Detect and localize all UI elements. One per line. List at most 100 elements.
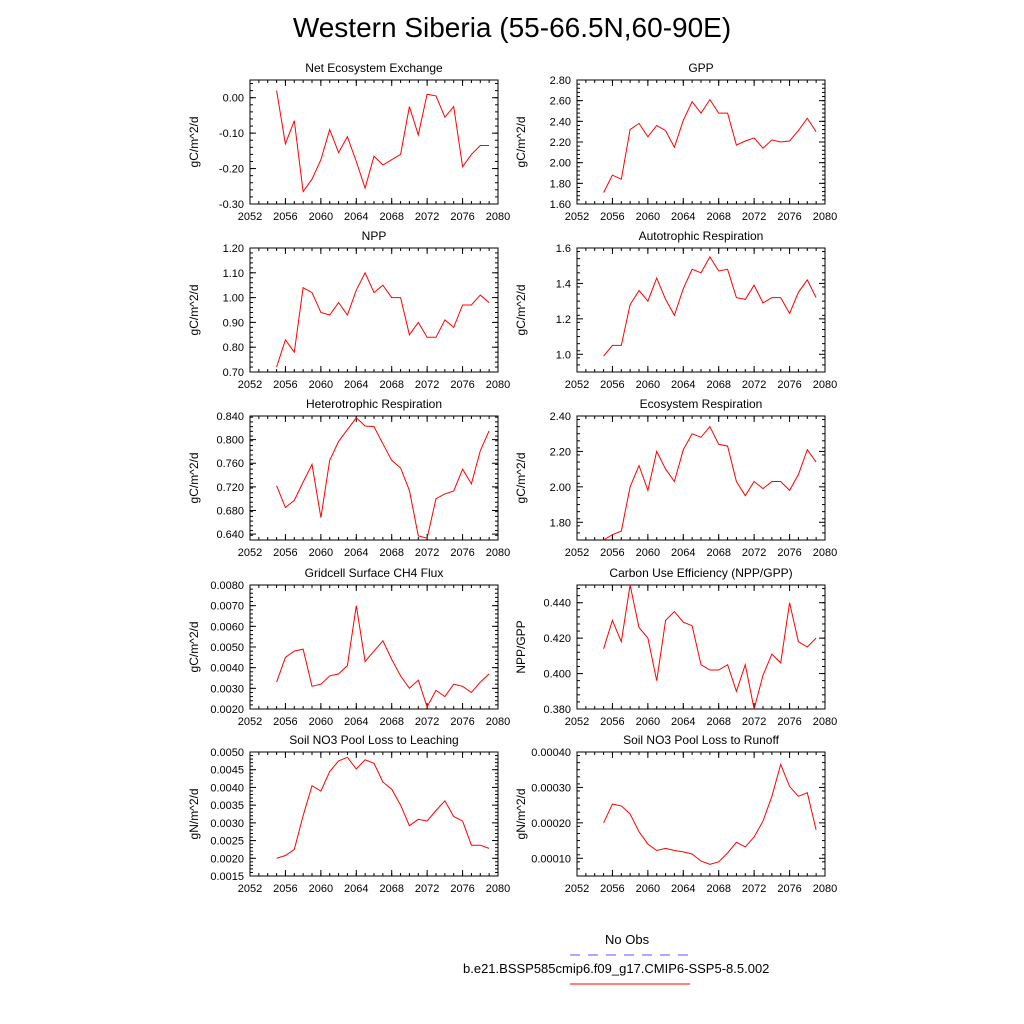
chart-panel-8: Carbon Use Efficiency (NPP/GPP) NPP/GPP 20… <box>514 566 837 728</box>
y-tick-label: 0.0040 <box>210 782 244 794</box>
y-tick-label: 0.00030 <box>531 782 571 794</box>
x-tick-label: 2064 <box>344 211 368 223</box>
x-tick-label: 2060 <box>309 716 333 728</box>
x-tick-label: 2064 <box>344 547 368 559</box>
chart-panel-1: Net Ecosystem Exchange gC/m^2/d 2052 2056 20… <box>187 61 510 223</box>
y-tick-label: 1.00 <box>223 293 244 305</box>
x-tick-label: 2072 <box>415 379 439 391</box>
y-tick-label: 0.90 <box>223 317 244 329</box>
x-tick-label: 2068 <box>706 716 730 728</box>
x-tick-label: 2080 <box>486 211 510 223</box>
x-tick-label: 2072 <box>742 883 766 895</box>
y-tick-label: 0.380 <box>543 704 571 716</box>
y-tick-label: 1.6 <box>556 243 571 255</box>
x-tick-label: 2052 <box>565 883 589 895</box>
data-line <box>603 98 817 193</box>
x-tick-label: 2072 <box>415 883 439 895</box>
chart-panel-10: Soil NO3 Pool Loss to Runoff gN/m^2/d 2052… <box>514 733 837 895</box>
x-tick-label: 2064 <box>344 716 368 728</box>
y-tick-label: -0.30 <box>219 199 244 211</box>
y-tick-label: 1.4 <box>556 278 571 290</box>
y-axis-label: gC/m^2/d <box>514 285 528 336</box>
y-axis-label: gC/m^2/d <box>187 453 201 504</box>
x-tick-label: 2076 <box>777 716 801 728</box>
chart-panel-4: Autotrophic Respiration gC/m^2/d 2052 2056 2… <box>514 229 837 391</box>
x-tick-label: 2056 <box>600 211 624 223</box>
plot-frame <box>249 415 499 541</box>
figure-title: Western Siberia (55-66.5N,60-90E) <box>292 12 732 43</box>
x-tick-label: 2080 <box>813 379 837 391</box>
x-tick-label: 2052 <box>565 211 589 223</box>
y-tick-label: 2.80 <box>550 75 571 87</box>
y-tick-label: 0.0050 <box>210 747 244 759</box>
x-tick-label: 2060 <box>309 379 333 391</box>
y-tick-label: 0.0045 <box>210 765 244 777</box>
x-tick-label: 2056 <box>273 547 297 559</box>
y-tick-label: 1.80 <box>550 178 571 190</box>
y-tick-label: 0.420 <box>543 633 571 645</box>
x-tick-label: 2056 <box>273 716 297 728</box>
x-tick-label: 2068 <box>379 379 403 391</box>
x-tick-label: 2052 <box>565 547 589 559</box>
x-tick-label: 2064 <box>344 379 368 391</box>
y-tick-label: 2.40 <box>550 411 571 423</box>
x-tick-label: 2080 <box>486 716 510 728</box>
chart-title: Heterotrophic Respiration <box>306 397 442 411</box>
y-tick-label: 0.640 <box>216 529 244 541</box>
plot-frame <box>249 751 499 877</box>
chart-panel-7: Gridcell Surface CH4 Flux gC/m^2/d 2052 205… <box>187 566 510 728</box>
x-tick-label: 2072 <box>415 716 439 728</box>
x-tick-label: 2056 <box>600 883 624 895</box>
x-tick-label: 2060 <box>636 211 660 223</box>
x-tick-label: 2068 <box>379 883 403 895</box>
y-tick-label: 0.440 <box>543 598 571 610</box>
x-tick-label: 2056 <box>273 379 297 391</box>
x-tick-label: 2052 <box>238 716 262 728</box>
x-tick-label: 2064 <box>671 211 695 223</box>
y-tick-label: 1.80 <box>550 517 571 529</box>
x-tick-label: 2076 <box>450 883 474 895</box>
y-tick-label: 0.0040 <box>210 663 244 675</box>
y-axis-label: gN/m^2/d <box>187 789 201 840</box>
x-tick-label: 2060 <box>636 883 660 895</box>
y-tick-label: 0.0015 <box>210 871 244 883</box>
x-tick-label: 2076 <box>450 211 474 223</box>
x-tick-label: 2072 <box>742 547 766 559</box>
y-tick-label: 1.10 <box>223 268 244 280</box>
y-tick-label: 0.00020 <box>531 818 571 830</box>
x-tick-label: 2076 <box>450 716 474 728</box>
y-axis-label: gC/m^2/d <box>187 285 201 336</box>
x-tick-label: 2076 <box>777 211 801 223</box>
x-tick-label: 2060 <box>309 211 333 223</box>
y-tick-label: -0.20 <box>219 164 244 176</box>
chart-title: Soil NO3 Pool Loss to Leaching <box>289 733 458 747</box>
data-line <box>276 756 490 859</box>
x-tick-label: 2076 <box>777 547 801 559</box>
legend <box>570 954 690 985</box>
x-tick-label: 2060 <box>636 379 660 391</box>
y-tick-label: 0.0020 <box>210 853 244 865</box>
y-tick-label: 0.00010 <box>531 853 571 865</box>
x-tick-label: 2072 <box>415 211 439 223</box>
data-line <box>276 605 490 709</box>
legend-label-model-run: b.e21.BSSP585cmip6.f09_g17.CMIP6-SSP5-8.… <box>463 961 770 976</box>
chart-panel-5: Heterotrophic Respiration gC/m^2/d 2052 205… <box>187 397 510 559</box>
x-tick-label: 2068 <box>379 716 403 728</box>
x-tick-label: 2064 <box>671 547 695 559</box>
y-axis-label: gC/m^2/d <box>187 622 201 673</box>
y-axis-label: gC/m^2/d <box>514 117 528 168</box>
x-tick-label: 2052 <box>238 379 262 391</box>
chart-title: Net Ecosystem Exchange <box>305 61 443 75</box>
y-tick-label: 2.00 <box>550 482 571 494</box>
plot-frame <box>576 584 826 710</box>
x-tick-label: 2076 <box>777 883 801 895</box>
y-tick-label: 0.0060 <box>210 621 244 633</box>
chart-panel-6: Ecosystem Respiration gC/m^2/d 2052 2056 206… <box>514 397 837 559</box>
y-tick-label: 0.0020 <box>210 704 244 716</box>
y-axis-label: gC/m^2/d <box>187 117 201 168</box>
y-tick-label: 0.720 <box>216 482 244 494</box>
x-tick-label: 2080 <box>486 379 510 391</box>
x-tick-label: 2080 <box>813 716 837 728</box>
data-line <box>603 762 817 865</box>
y-tick-label: 0.840 <box>216 411 244 423</box>
